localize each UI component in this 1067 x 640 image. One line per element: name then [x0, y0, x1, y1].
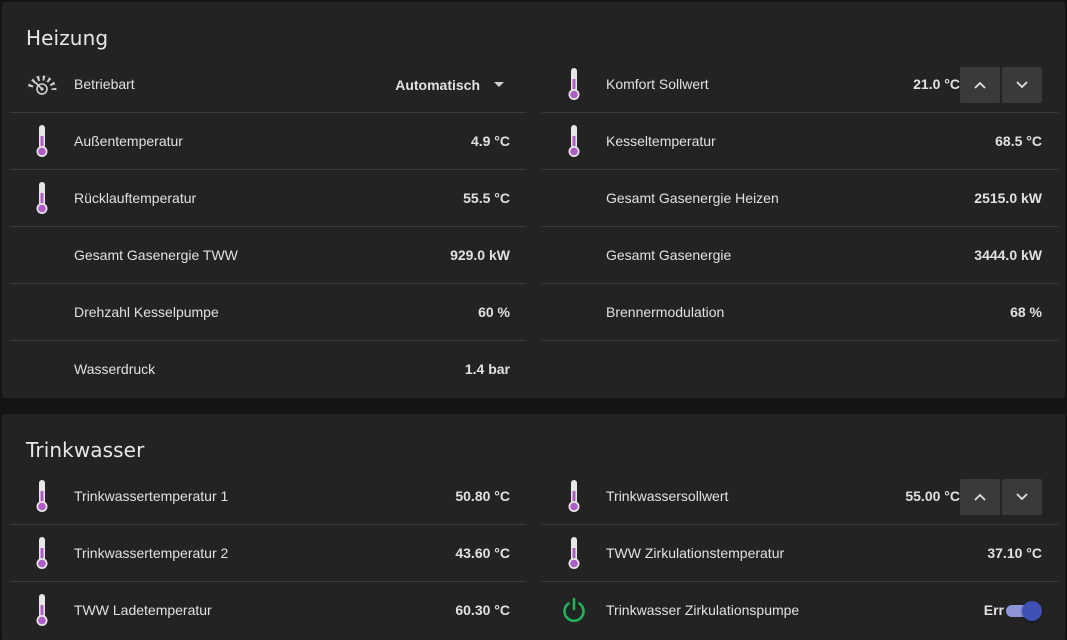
increase-button[interactable]: [960, 67, 1000, 103]
row-label: Trinkwassertemperatur 2: [74, 545, 229, 561]
heizung-title: Heizung: [26, 26, 109, 50]
row-label: TWW Zirkulationstemperatur: [606, 545, 785, 561]
betriebart-select[interactable]: Automatisch: [395, 56, 506, 113]
thermometer-icon: [24, 180, 60, 216]
row-label: Trinkwasser Zirkulationspumpe: [606, 602, 800, 618]
chevron-down-icon: [1016, 81, 1028, 89]
thermometer-icon: [556, 66, 592, 102]
row-label: Gesamt Gasenergie TWW: [74, 247, 238, 263]
heizung-right-column: Komfort Sollwert 21.0 °C Kesseltemperatu…: [542, 56, 1058, 341]
thermometer-icon: [24, 592, 60, 628]
row-label: Trinkwassersollwert: [606, 488, 729, 504]
gauge-icon: [24, 66, 60, 102]
thermometer-icon: [556, 123, 592, 159]
row-value: 3444.0 kW: [974, 247, 1042, 263]
row-drehzahl-kesselpumpe: Drehzahl Kesselpumpe 60 %: [10, 284, 526, 341]
trinkwasser-title: Trinkwasser: [26, 438, 145, 462]
row-gasenergie-gesamt: Gesamt Gasenergie 3444.0 kW: [542, 227, 1058, 284]
decrease-button[interactable]: [1002, 479, 1042, 515]
row-label: Gesamt Gasenergie Heizen: [606, 190, 779, 206]
row-trinkwassertemperatur-2: Trinkwassertemperatur 2 43.60 °C: [10, 525, 526, 582]
row-wasserdruck: Wasserdruck 1.4 bar: [10, 341, 526, 398]
row-value: 1.4 bar: [464, 361, 510, 377]
chevron-up-icon: [974, 493, 986, 501]
row-trinkwassertemperatur-1: Trinkwassertemperatur 1 50.80 °C: [10, 468, 526, 525]
row-tww-zirkulationstemperatur: TWW Zirkulationstemperatur 37.10 °C: [542, 525, 1058, 582]
increase-button[interactable]: [960, 479, 1000, 515]
toggle-knob: [1022, 601, 1042, 621]
row-label: TWW Ladetemperatur: [74, 602, 212, 618]
row-zirkulationspumpe: Trinkwasser Zirkulationspumpe Err: [542, 582, 1058, 639]
row-label: Betriebart: [74, 76, 135, 92]
power-icon: [556, 592, 592, 628]
row-brennermodulation: Brennermodulation 68 %: [542, 284, 1058, 341]
row-label: Rücklauftemperatur: [74, 190, 197, 206]
row-label: Komfort Sollwert: [606, 76, 709, 92]
row-value: 68 %: [1010, 304, 1042, 320]
row-label: Brennermodulation: [606, 304, 725, 320]
row-value: 60.30 °C: [455, 602, 510, 618]
row-tww-ladetemperatur: TWW Ladetemperatur 60.30 °C: [10, 582, 526, 639]
row-gasenergie-tww: Gesamt Gasenergie TWW 929.0 kW: [10, 227, 526, 284]
heizung-card: Heizung Betriebart Automatisch: [2, 2, 1065, 398]
row-label: Drehzahl Kesselpumpe: [74, 304, 219, 320]
row-value: 4.9 °C: [470, 133, 510, 149]
zirkulationspumpe-toggle[interactable]: [1006, 601, 1042, 621]
row-trinkwassersollwert: Trinkwassersollwert 55.00 °C: [542, 468, 1058, 525]
row-betriebart: Betriebart Automatisch: [10, 56, 526, 113]
row-value: 43.60 °C: [455, 545, 510, 561]
row-label: Gesamt Gasenergie: [606, 247, 732, 263]
trinkwasser-right-column: Trinkwassersollwert 55.00 °C TWW Zirkula…: [542, 468, 1058, 639]
row-value: Err: [983, 602, 1004, 618]
heizung-left-column: Betriebart Automatisch Außentemperatur 4…: [10, 56, 526, 398]
row-value: 929.0 kW: [450, 247, 510, 263]
row-aussentemperatur: Außentemperatur 4.9 °C: [10, 113, 526, 170]
caret-down-icon: [494, 82, 504, 87]
row-value: 50.80 °C: [455, 488, 510, 504]
row-value: 21.0 °C: [913, 76, 960, 92]
row-value: 2515.0 kW: [974, 190, 1042, 206]
row-komfort-sollwert: Komfort Sollwert 21.0 °C: [542, 56, 1058, 113]
thermometer-icon: [556, 535, 592, 571]
row-ruecklauftemperatur: Rücklauftemperatur 55.5 °C: [10, 170, 526, 227]
chevron-up-icon: [974, 81, 986, 89]
row-value: 55.5 °C: [463, 190, 510, 206]
row-label: Außentemperatur: [74, 133, 183, 149]
row-value: 37.10 °C: [987, 545, 1042, 561]
row-gasenergie-heizen: Gesamt Gasenergie Heizen 2515.0 kW: [542, 170, 1058, 227]
row-label: Trinkwassertemperatur 1: [74, 488, 229, 504]
row-label: Kesseltemperatur: [606, 133, 716, 149]
thermometer-icon: [24, 123, 60, 159]
thermometer-icon: [24, 535, 60, 571]
row-label: Wasserdruck: [74, 361, 156, 377]
row-value: 60 %: [478, 304, 510, 320]
select-value: Automatisch: [395, 76, 480, 93]
trinkwasser-left-column: Trinkwassertemperatur 1 50.80 °C Trinkwa…: [10, 468, 526, 639]
row-value: 68.5 °C: [995, 133, 1042, 149]
chevron-down-icon: [1016, 493, 1028, 501]
row-kesseltemperatur: Kesseltemperatur 68.5 °C: [542, 113, 1058, 170]
decrease-button[interactable]: [1002, 67, 1042, 103]
row-value: 55.00 °C: [905, 488, 960, 504]
thermometer-icon: [556, 478, 592, 514]
thermometer-icon: [24, 478, 60, 514]
trinkwasser-card: Trinkwasser Trinkwassertemperatur 1 50.8…: [2, 414, 1065, 640]
